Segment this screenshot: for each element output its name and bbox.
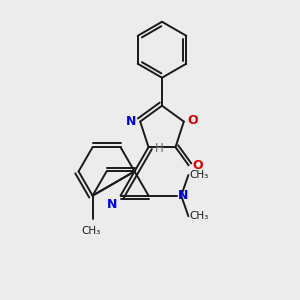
Text: CH₃: CH₃ xyxy=(190,170,209,180)
Text: CH₃: CH₃ xyxy=(190,211,209,221)
Text: N: N xyxy=(126,115,137,128)
Text: H: H xyxy=(155,142,164,155)
Text: N: N xyxy=(107,198,118,211)
Text: O: O xyxy=(188,114,198,127)
Text: CH₃: CH₃ xyxy=(82,226,101,236)
Text: O: O xyxy=(193,159,203,172)
Text: N: N xyxy=(177,189,188,202)
